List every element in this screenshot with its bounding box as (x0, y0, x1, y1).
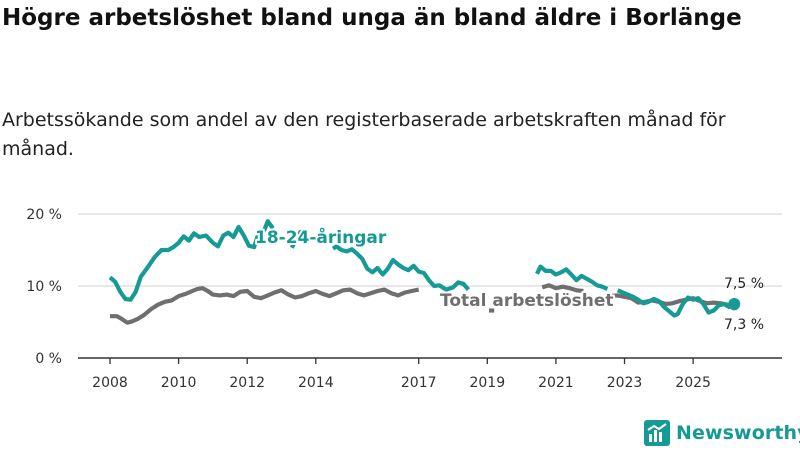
end-value-total: 7,3 % (724, 317, 764, 333)
x-tick-label: 2019 (469, 375, 505, 391)
series-labels: 18-24-åringar Total arbetslöshet 7,5 % 7,3 … (253, 224, 764, 333)
line-chart: 0 % 10 % 20 % 2008 2010 2012 2014 2017 2019 2021… (26, 207, 782, 391)
series-label-youth: 18-24-åringar (255, 226, 387, 248)
series-line-youth (331, 244, 470, 292)
newsworthy-logo-icon (644, 420, 670, 446)
y-tick-label: 20 % (26, 207, 62, 223)
x-tick-label: 2017 (401, 375, 437, 391)
x-tick-label: 2012 (229, 375, 265, 391)
grid-lines (78, 213, 782, 287)
chart-subtitle: Arbetssökande som andel av den registerb… (2, 109, 726, 160)
x-tick-label: 2008 (92, 375, 128, 391)
x-tick-label: 2025 (675, 375, 711, 391)
series-line-youth (535, 264, 609, 291)
series-line-youth (616, 288, 736, 318)
chart-title: Högre arbetslöshet bland unga än bland ä… (2, 5, 742, 31)
endpoint-youth (728, 298, 741, 310)
x-tick-label: 2023 (607, 375, 643, 391)
x-tick-label: 2021 (538, 375, 574, 391)
y-axis-ticks: 0 % 10 % 20 % (26, 207, 62, 367)
series-line-total (110, 286, 420, 325)
y-tick-label: 0 % (35, 351, 62, 367)
series-line-youth (108, 219, 275, 302)
brand-name: Newsworthy (676, 422, 800, 444)
y-tick-label: 10 % (26, 279, 62, 295)
x-tick-label: 2014 (298, 375, 334, 391)
series-line-total (541, 283, 584, 294)
x-axis: 2008 2010 2012 2014 2017 2019 2021 2023 2025 (78, 357, 782, 391)
end-value-youth: 7,5 % (724, 276, 764, 292)
x-tick-label: 2010 (161, 375, 197, 391)
series-label-total: Total arbetslöshet (440, 291, 614, 311)
series-line-youth (289, 229, 307, 249)
series-lines (108, 219, 741, 325)
newsworthy-logo[interactable]: Newsworthy (644, 420, 800, 446)
